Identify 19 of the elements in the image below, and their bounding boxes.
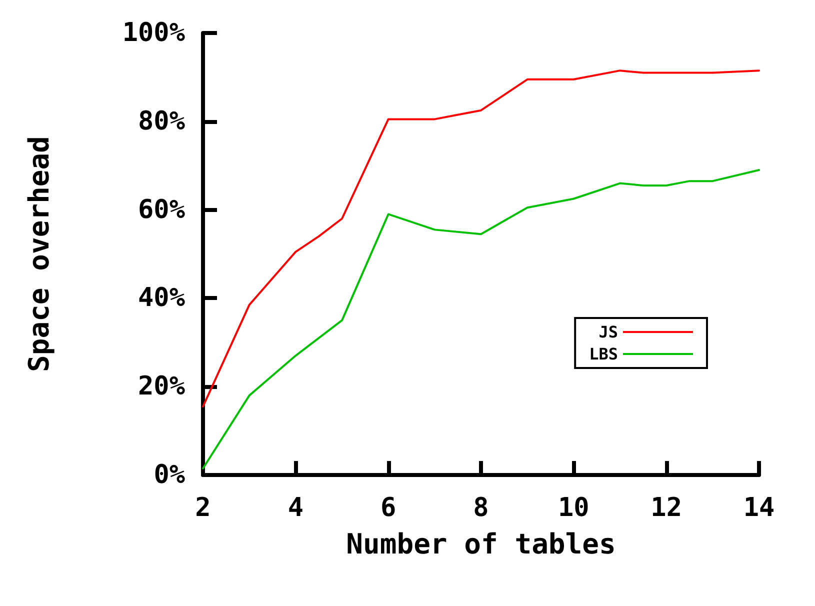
x-tick-label: 12 [650, 493, 682, 523]
line-series [202, 70, 760, 408]
legend-label: JS [598, 322, 618, 342]
x-tick-label: 6 [380, 493, 396, 523]
x-axis-title: Number of tables [346, 528, 616, 560]
y-tick-label: 60% [138, 194, 186, 225]
y-tick-label: 40% [138, 283, 186, 314]
y-tick-label: 20% [138, 372, 186, 402]
y-tick-label: 80% [138, 106, 186, 136]
line-series [202, 169, 760, 470]
x-tick-label: 2 [195, 493, 211, 523]
x-tick-label: 4 [288, 493, 304, 523]
x-tick-label: 14 [743, 493, 775, 523]
x-tick-label: 10 [558, 493, 590, 523]
y-tick-label: 100% [122, 18, 186, 48]
y-axis-title: Space overhead [22, 136, 56, 372]
y-tick-label: 0% [154, 460, 186, 490]
legend-label: LBS [589, 344, 618, 364]
x-tick-label: 8 [473, 493, 489, 523]
